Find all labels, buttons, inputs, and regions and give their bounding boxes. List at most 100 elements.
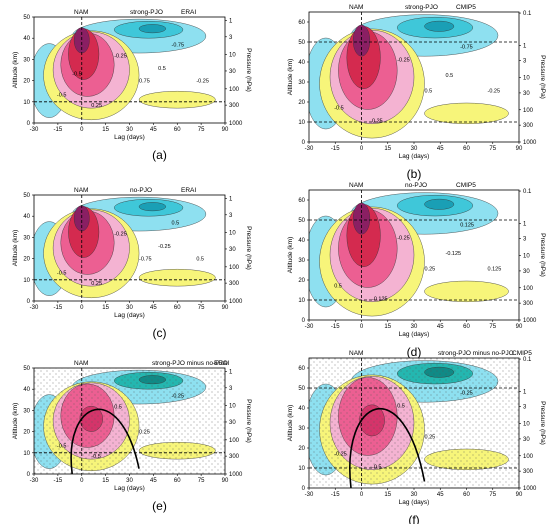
- x-tick-label: 0: [80, 305, 84, 311]
- x-axis-label: Lag (days): [114, 134, 145, 141]
- panel-header-text: CMIP5: [512, 350, 532, 357]
- pressure-tick-label: 30: [229, 420, 236, 426]
- panel-caption: (e): [152, 499, 167, 513]
- pressure-tick-label: 30: [229, 69, 236, 75]
- contour-region: [138, 90, 216, 109]
- x-tick-label: 60: [463, 492, 470, 498]
- contour-label: -0.5: [91, 454, 100, 460]
- pressure-tick-label: 10: [229, 404, 236, 410]
- panel-header-text: strong-PJO minus no-PJO: [438, 350, 514, 357]
- x-tick-label: 15: [384, 324, 391, 330]
- pressure-tick-label: 0.1: [523, 189, 532, 195]
- x-tick-label: 90: [222, 478, 229, 484]
- panel-header-text: strong-PJO: [405, 4, 438, 11]
- pressure-tick-label: 0.1: [523, 357, 532, 363]
- contour-label: -0.5: [334, 106, 343, 112]
- pressure-tick-label: 30: [523, 91, 530, 97]
- y-tick-label: 30: [23, 408, 30, 414]
- x-tick-label: -15: [54, 478, 63, 484]
- x-tick-label: 75: [489, 146, 496, 152]
- panel-header-text: no-PJO: [405, 182, 427, 189]
- contour-region: [138, 268, 216, 287]
- panel-caption: (c): [153, 326, 167, 340]
- y-tick-label: 0: [302, 318, 306, 324]
- y-tick-label: 20: [298, 446, 305, 452]
- y-tick-label: 50: [23, 193, 30, 199]
- significance-contour: [70, 408, 140, 474]
- pressure-tick-label: 3: [523, 405, 527, 411]
- contour-label: 0.125: [460, 222, 474, 228]
- panel-b: NAM strong-PJO CMIP5-30 -15 0 15 30 45 60 75 90Lag…: [287, 4, 546, 181]
- panel-header-text: no-PJO: [130, 187, 152, 194]
- contour-label: -0.125: [372, 297, 388, 303]
- contour-label: -0.5: [57, 271, 66, 277]
- x-tick-label: 15: [102, 127, 109, 133]
- y-tick-label: 20: [23, 430, 30, 436]
- contour-label: -0.125: [446, 251, 462, 257]
- panel-header-text: ERAI: [181, 187, 196, 194]
- contour-label: -0.25: [334, 452, 347, 458]
- y-tick-label: 0: [302, 140, 306, 146]
- y-axis-label: Altitude (km): [287, 59, 294, 95]
- pressure-tick-label: 3: [523, 59, 527, 65]
- y-tick-label: 60: [298, 366, 305, 372]
- panel-header-text: CMIP5: [456, 182, 476, 189]
- significance-stippling: [309, 358, 519, 488]
- pressure-tick-label: 300: [523, 123, 534, 129]
- y-tick-label: 0: [27, 121, 31, 127]
- contour-label: -0.25: [158, 244, 171, 250]
- contour-label: 0.5: [334, 284, 342, 290]
- y-tick-label: 50: [298, 40, 305, 46]
- y-tick-label: 30: [298, 258, 305, 264]
- pressure-tick-label: 1000: [229, 472, 243, 478]
- panel-caption: (f): [408, 513, 419, 524]
- panel-header-text: NAM: [74, 360, 88, 367]
- x-tick-label: -30: [30, 305, 39, 311]
- panel-caption: (d): [407, 345, 422, 359]
- contour-label: 0.5: [446, 73, 454, 79]
- x-tick-label: 45: [150, 127, 157, 133]
- x-tick-label: 75: [198, 305, 205, 311]
- x-tick-label: 30: [126, 478, 133, 484]
- x-tick-label: 30: [126, 127, 133, 133]
- contour-label: -0.25: [397, 235, 410, 241]
- y-tick-label: 0: [302, 486, 306, 492]
- panel-header-text: strong-PJO minus no-PJO: [152, 360, 228, 367]
- y-tick-label: 40: [23, 214, 30, 220]
- x-axis-label: Lag (days): [399, 499, 430, 506]
- pressure-tick-label: 300: [523, 301, 534, 307]
- y-tick-label: 20: [23, 257, 30, 263]
- pressure-tick-label: 300: [523, 469, 534, 475]
- significance-contour: [349, 407, 426, 488]
- pressure-tick-label: 30: [523, 269, 530, 275]
- pressure-axis-label: Pressure (hPa): [245, 48, 252, 92]
- x-tick-label: -15: [331, 492, 340, 498]
- x-tick-label: 90: [516, 324, 523, 330]
- x-tick-label: 90: [222, 127, 229, 133]
- y-tick-label: 20: [23, 79, 30, 85]
- pressure-axis-label: Pressure (hPa): [245, 226, 252, 270]
- pressure-tick-label: 300: [229, 103, 240, 109]
- pressure-tick-label: 1: [523, 43, 527, 49]
- x-tick-label: 45: [150, 478, 157, 484]
- y-tick-label: 30: [298, 80, 305, 86]
- x-tick-label: 60: [463, 146, 470, 152]
- y-tick-label: 60: [298, 20, 305, 26]
- x-axis-label: Lag (days): [114, 312, 145, 319]
- x-tick-label: 75: [198, 478, 205, 484]
- x-axis-label: Lag (days): [399, 153, 430, 160]
- pressure-tick-label: 1: [229, 369, 233, 375]
- contour-label: 0.25: [425, 267, 436, 273]
- contour-label: -0.75: [460, 44, 473, 50]
- y-tick-label: 10: [298, 120, 305, 126]
- y-tick-label: 40: [23, 36, 30, 42]
- x-tick-label: 45: [437, 492, 444, 498]
- x-tick-label: -15: [54, 127, 63, 133]
- pressure-tick-label: 300: [229, 281, 240, 287]
- x-tick-label: -30: [305, 492, 314, 498]
- panel-header-text: NAM: [349, 4, 363, 11]
- pressure-tick-label: 1: [229, 196, 233, 202]
- y-tick-label: 50: [23, 15, 30, 21]
